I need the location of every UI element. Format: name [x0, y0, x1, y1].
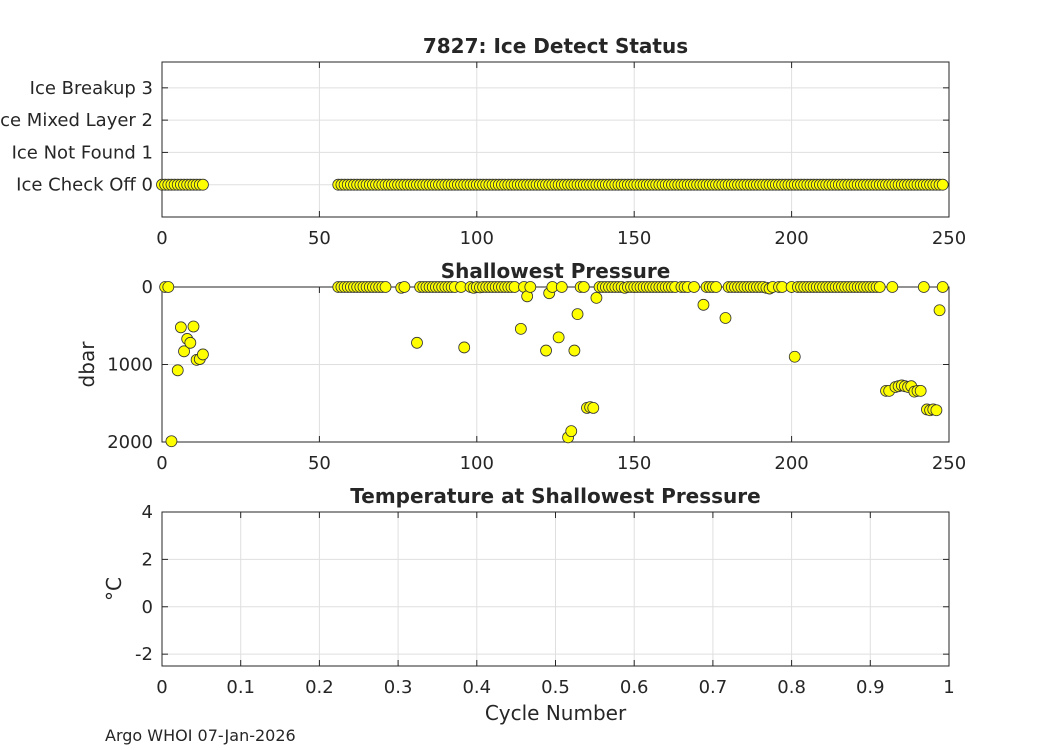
shallowest-pressure-axes: 0 50 100 150 200 250 0 1000 2000 Shallowest Press… — [75, 259, 966, 474]
ice-ytick-label: Ice Check Off 0 — [16, 175, 153, 196]
pressure-point — [568, 344, 581, 357]
temperature-ylabel: °C — [102, 577, 126, 601]
pressure-point — [555, 281, 568, 293]
temperature-xtick-label: 0.3 — [384, 677, 413, 698]
pressure-xtick-label: 50 — [308, 453, 331, 474]
pressure-xtick-label: 150 — [617, 453, 651, 474]
ice-axes-frame — [161, 61, 950, 218]
temperature-ytick-label: -2 — [135, 644, 153, 665]
pressure-title: Shallowest Pressure — [441, 259, 671, 283]
temperature-xtick-label: 0.7 — [699, 677, 728, 698]
pressure-point — [577, 281, 590, 293]
ice-xtick-label: 50 — [308, 228, 331, 249]
pressure-ytick-label: 2000 — [107, 432, 153, 453]
temperature-axes: 0 0.1 0.2 0.3 0.4 0.5 0.6 0.7 0.8 0.9 1-2024Temper… — [102, 484, 955, 725]
temperature-ytick-label: 2 — [142, 549, 153, 570]
pressure-point — [187, 320, 200, 333]
pressure-xtick-label: 0 — [156, 453, 167, 474]
pressure-point — [565, 425, 578, 438]
temperature-xtick-label: 0.6 — [620, 677, 649, 698]
pressure-point — [379, 281, 392, 293]
temperature-xtick-label: 0 — [156, 677, 167, 698]
ice-xtick-label: 0 — [156, 228, 167, 249]
pressure-point — [587, 401, 600, 414]
pressure-point — [697, 298, 710, 311]
pressure-ylabel: dbar — [75, 341, 99, 388]
temperature-xtick-label: 0.9 — [856, 677, 885, 698]
ice-plot-area — [162, 62, 949, 217]
temperature-ytick-label: 4 — [142, 502, 153, 523]
pressure-point — [930, 404, 943, 417]
pressure-xtick-label: 200 — [774, 453, 808, 474]
pressure-point — [914, 384, 927, 397]
temperature-xtick-label: 0.8 — [777, 677, 806, 698]
pressure-point — [571, 308, 584, 321]
pressure-point — [933, 304, 946, 317]
pressure-point — [873, 281, 886, 293]
ice-title: 7827: Ice Detect Status — [423, 34, 688, 58]
pressure-point — [886, 281, 899, 293]
pressure-point — [411, 336, 423, 349]
ice-ytick-label: Ice Not Found 1 — [12, 142, 153, 163]
pressure-point — [171, 364, 184, 377]
temperature-xtick-label: 0.4 — [462, 677, 491, 698]
pressure-point — [197, 348, 209, 361]
temperature-ytick-label: 0 — [142, 597, 153, 618]
ice-xtick-label: 250 — [932, 228, 966, 249]
pressure-point — [514, 322, 527, 335]
pressure-point — [162, 281, 175, 293]
pressure-point — [184, 336, 197, 349]
pressure-xtick-label: 250 — [932, 453, 966, 474]
ice-point — [197, 178, 209, 191]
footer-credit: Argo WHOI 07-Jan-2026 — [105, 726, 296, 745]
pressure-point — [458, 341, 471, 354]
pressure-point — [936, 281, 949, 293]
ice-point — [936, 178, 949, 191]
pressure-point — [398, 281, 411, 293]
ice-detect-status-axes: 0 50 100 150 200 250 Ice Check Off 0 Ice Not Fo… — [0, 34, 966, 249]
ice-xtick-label: 150 — [617, 228, 651, 249]
ice-ytick-label: Ice Breakup 3 — [30, 78, 153, 99]
ice-ytick-label: Ice Mixed Layer 2 — [0, 110, 153, 131]
pressure-point — [688, 281, 700, 293]
pressure-point — [552, 331, 565, 344]
temperature-axes-frame — [161, 511, 950, 667]
pressure-point — [165, 435, 178, 448]
temperature-xlabel: Cycle Number — [485, 701, 627, 725]
temperature-xtick-label: 0.1 — [226, 677, 255, 698]
pressure-ytick-label: 1000 — [107, 355, 153, 376]
ice-xtick-label: 100 — [460, 228, 494, 249]
pressure-point — [917, 281, 930, 293]
temperature-xtick-label: 0.2 — [305, 677, 334, 698]
pressure-point — [174, 321, 187, 334]
pressure-ytick-label: 0 — [142, 277, 153, 298]
temperature-xtick-label: 1 — [943, 677, 954, 698]
pressure-xtick-label: 100 — [460, 453, 494, 474]
pressure-point — [178, 345, 190, 358]
pressure-point — [524, 281, 537, 293]
temperature-title: Temperature at Shallowest Pressure — [350, 484, 760, 508]
pressure-point — [719, 312, 732, 324]
temperature-xtick-label: 0.5 — [541, 677, 570, 698]
ice-xtick-label: 200 — [774, 228, 808, 249]
pressure-point — [788, 350, 801, 363]
pressure-point — [540, 344, 552, 357]
pressure-point — [710, 281, 722, 293]
pressure-point — [590, 291, 603, 304]
